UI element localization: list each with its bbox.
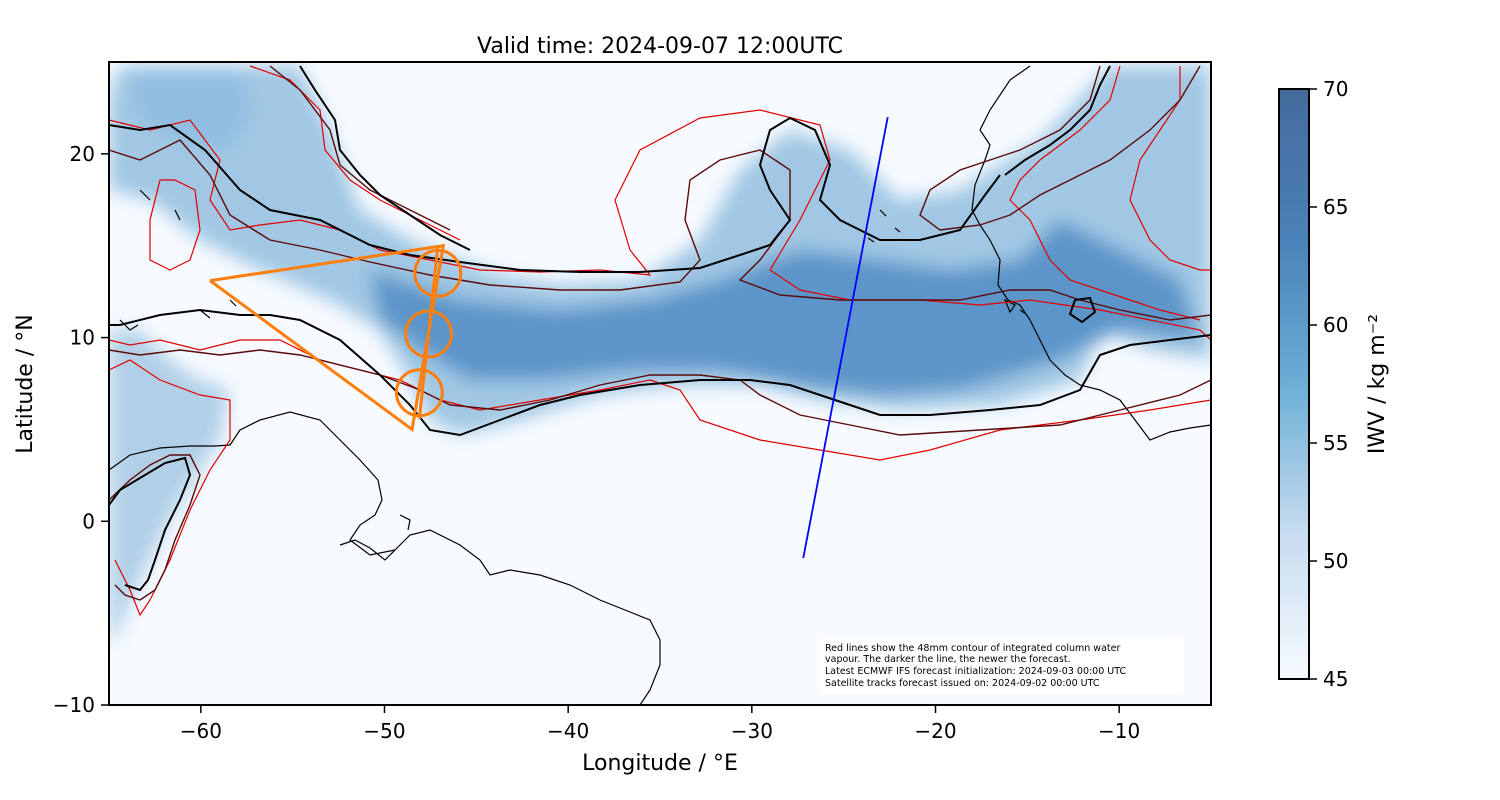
map-frame — [108, 61, 1212, 706]
x-tick-label: −20 — [914, 719, 956, 743]
annotation-box: Red lines show the 48mm contour of integ… — [820, 638, 1184, 694]
contour-middle-africa — [919, 65, 1201, 231]
iwv-field — [109, 66, 1211, 640]
colorbar-ticks: 45 50 55 60 65 70 — [1309, 77, 1348, 691]
contour-middle-main — [109, 139, 1211, 321]
annotation-background — [820, 638, 1184, 694]
guiana-islands — [339, 514, 411, 561]
map-title: Valid time: 2024-09-07 12:00UTC — [477, 34, 843, 59]
x-axis: −60 −50 −40 −30 −20 −10 — [180, 705, 1140, 743]
coastlines — [109, 65, 1211, 705]
x-tick-label: −40 — [547, 719, 589, 743]
x-axis-label: Longitude / °E — [582, 751, 738, 776]
flight-circle — [394, 368, 444, 418]
x-tick-label: −30 — [731, 719, 773, 743]
colorbar-tick-label: 65 — [1323, 195, 1348, 219]
contour-oldest-africa — [1009, 65, 1201, 321]
annotation-line-4: Satellite tracks forecast issued on: 202… — [825, 678, 1100, 689]
contour-oldest-africa-east — [1129, 66, 1211, 271]
contour-middle-south — [109, 349, 1211, 436]
flight-circle — [413, 248, 463, 298]
x-tick-label: −60 — [180, 719, 222, 743]
contour-oldest-north-west — [149, 179, 201, 271]
y-tick-label: −10 — [53, 693, 95, 717]
contours-newest — [109, 65, 1211, 592]
contour-newest-west — [109, 456, 192, 592]
annotation-line-2: vapour. The darker the line, the newer t… — [825, 654, 1071, 665]
colorbar-tick-label: 55 — [1323, 431, 1348, 455]
annotation-line-3: Latest ECMWF IFS forecast initialization… — [825, 666, 1126, 677]
y-tick-label: 10 — [70, 326, 95, 350]
colorbar-gradient — [1278, 88, 1310, 680]
annotation-line-1: Red lines show the 48mm contour of integ… — [825, 643, 1120, 654]
colorbar-tick-label: 50 — [1323, 549, 1348, 573]
contour-oldest-west — [109, 359, 231, 617]
satellite-track — [802, 116, 889, 559]
y-tick-label: 20 — [70, 142, 95, 166]
caribbean-islands — [119, 189, 237, 331]
contour-newest-north — [299, 65, 471, 251]
flight-track — [209, 243, 463, 433]
africa-coast — [971, 65, 1211, 441]
contours-middle — [109, 65, 1211, 601]
contour-oldest-south — [109, 339, 1211, 461]
y-axis: −10 0 10 20 — [53, 142, 109, 717]
contour-oldest-main — [109, 109, 1211, 341]
moisture-west-lobe — [109, 330, 230, 640]
contour-newest-south — [109, 308, 1211, 437]
y-tick-label: 0 — [82, 509, 95, 533]
colorbar: 45 50 55 60 65 70 IWV / kg m⁻² — [1278, 77, 1390, 691]
flight-circle — [404, 309, 454, 359]
contour-newest-island — [1068, 296, 1097, 324]
contour-middle-north — [269, 65, 451, 231]
colorbar-label: IWV / kg m⁻² — [1365, 314, 1390, 454]
cape-verde-islands — [867, 209, 901, 243]
south-america-coast — [109, 411, 661, 705]
contour-middle-west — [109, 454, 201, 601]
moisture-plume-core — [370, 220, 1200, 395]
x-tick-label: −50 — [363, 719, 405, 743]
y-axis-label: Latitude / °N — [13, 314, 38, 453]
colorbar-tick-label: 60 — [1323, 313, 1348, 337]
x-tick-label: −10 — [1098, 719, 1140, 743]
contour-newest-main — [109, 116, 1001, 273]
circle-connector — [417, 247, 440, 419]
contour-newest-africa — [1004, 65, 1111, 176]
moisture-north-west — [130, 70, 250, 150]
colorbar-tick-label: 70 — [1323, 77, 1348, 101]
colorbar-tick-label: 45 — [1323, 667, 1348, 691]
